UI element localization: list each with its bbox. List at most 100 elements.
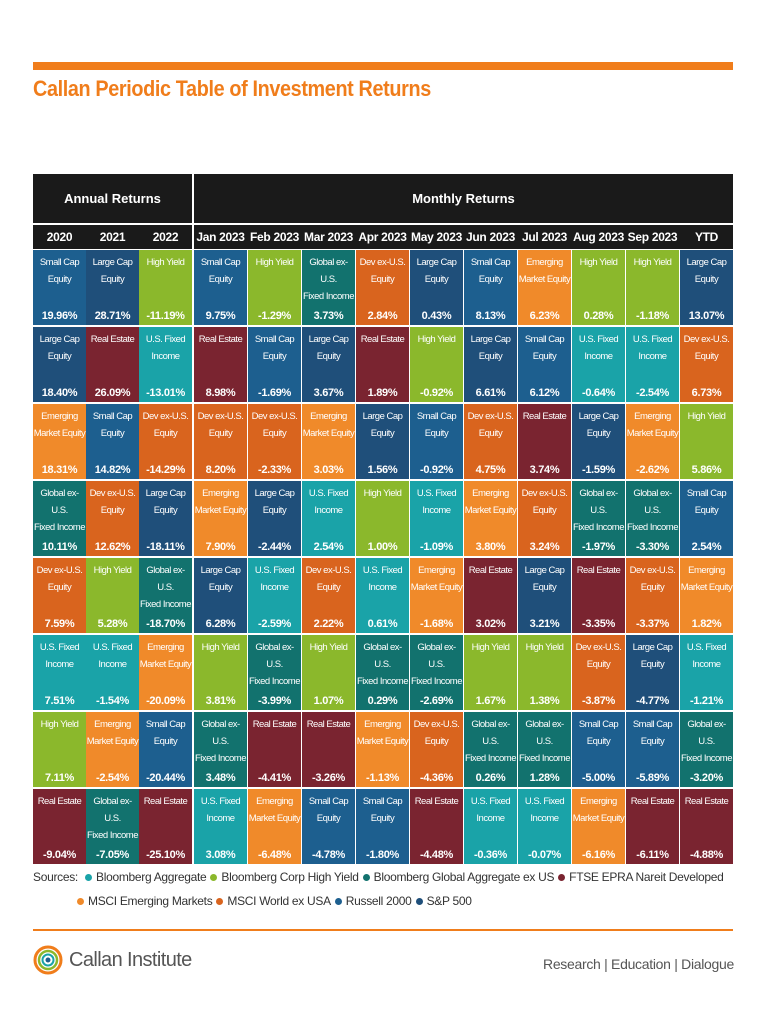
return-cell: U.S. Fixed Income -1.54% xyxy=(86,635,139,710)
return-cell: U.S. Fixed Income 2.54% xyxy=(302,481,355,556)
return-cell: Real Estate 3.74% xyxy=(518,404,571,479)
asset-label: Small Cap Equity xyxy=(578,719,619,747)
return-cell: High Yield 1.07% xyxy=(302,635,355,710)
bullet-dot-icon xyxy=(77,898,84,906)
return-value: -13.01% xyxy=(146,387,185,399)
asset-label: Real Estate xyxy=(360,334,405,345)
asset-label: Global ex-U.S. Fixed Income xyxy=(33,488,86,533)
bullet-dot-icon xyxy=(558,874,566,882)
return-cell: Large Cap Equity -2.44% xyxy=(248,481,301,556)
column-header: Feb 2023 xyxy=(250,230,299,244)
asset-label: Dev ex-U.S. Equity xyxy=(521,488,568,516)
bullet-dot-icon xyxy=(85,874,93,882)
return-cell: Global ex-U.S. Fixed Income -3.20% xyxy=(680,712,733,787)
return-value: 28.71% xyxy=(94,310,131,322)
asset-label: Emerging Market Equity xyxy=(356,719,409,747)
asset-label: Dev ex-U.S. Equity xyxy=(251,411,298,439)
return-cell: Dev ex-U.S. Equity -3.37% xyxy=(626,558,679,633)
return-value: 2.54% xyxy=(313,541,344,553)
asset-label: High Yield xyxy=(309,642,348,653)
asset-label: Emerging Market Equity xyxy=(410,565,463,593)
return-cell: High Yield -11.19% xyxy=(139,250,192,325)
return-cell: Emerging Market Equity 3.03% xyxy=(302,404,355,479)
return-value: -7.05% xyxy=(95,849,130,861)
source-name: S&P 500 xyxy=(426,894,472,908)
return-cell: Real Estate -4.41% xyxy=(248,712,301,787)
return-cell: U.S. Fixed Income -0.36% xyxy=(464,789,517,864)
source-name: MSCI Emerging Markets xyxy=(88,894,213,908)
return-cell: Global ex-U.S. Fixed Income -3.99% xyxy=(248,635,301,710)
callan-logo: Callan Institute xyxy=(33,940,192,980)
asset-label: U.S. Fixed Income xyxy=(416,488,457,516)
return-value: -1.29% xyxy=(257,310,292,322)
return-cell: Emerging Market Equity -6.48% xyxy=(248,789,301,864)
return-value: -2.44% xyxy=(257,541,292,553)
column-header: Mar 2023 xyxy=(304,230,353,244)
return-value: 18.40% xyxy=(41,387,78,399)
return-value: -4.77% xyxy=(635,695,670,707)
return-cell: Dev ex-U.S. Equity 7.59% xyxy=(33,558,86,633)
bullet-dot-icon xyxy=(415,898,423,906)
return-value: -1.18% xyxy=(635,310,670,322)
return-value: 0.28% xyxy=(583,310,614,322)
return-value: 10.11% xyxy=(42,541,77,553)
return-cell: Small Cap Equity 14.82% xyxy=(86,404,139,479)
asset-label: U.S. Fixed Income xyxy=(308,488,349,516)
asset-label: Emerging Market Equity xyxy=(86,719,139,747)
return-value: -25.10% xyxy=(146,849,185,861)
return-cell: Real Estate -3.26% xyxy=(302,712,355,787)
return-cell: Dev ex-U.S. Equity 4.75% xyxy=(464,404,517,479)
return-cell: Global ex-U.S. Fixed Income -2.69% xyxy=(410,635,463,710)
return-value: 1.89% xyxy=(367,387,398,399)
asset-label: Emerging Market Equity xyxy=(248,796,301,824)
asset-label: High Yield xyxy=(93,565,132,576)
asset-label: Large Cap Equity xyxy=(632,642,673,670)
column-header: YTD xyxy=(694,230,719,244)
asset-label: Dev ex-U.S. Equity xyxy=(575,642,622,670)
asset-label: U.S. Fixed Income xyxy=(470,796,511,824)
return-value: -2.54% xyxy=(95,772,130,784)
asset-label: U.S. Fixed Income xyxy=(200,796,241,824)
asset-label: Small Cap Equity xyxy=(92,411,133,439)
asset-label: High Yield xyxy=(417,334,456,345)
source-item: Bloomberg Global Aggregate ex US xyxy=(362,870,554,884)
return-cell: Real Estate -4.88% xyxy=(680,789,733,864)
asset-label: Small Cap Equity xyxy=(524,334,565,362)
return-value: 9.75% xyxy=(205,310,236,322)
return-cell: High Yield 0.28% xyxy=(572,250,625,325)
asset-label: Real Estate xyxy=(684,796,729,807)
asset-label: U.S. Fixed Income xyxy=(145,334,186,362)
return-value: 1.67% xyxy=(475,695,506,707)
asset-label: Small Cap Equity xyxy=(470,257,511,285)
asset-label: Large Cap Equity xyxy=(362,411,403,439)
return-cell: Dev ex-U.S. Equity 3.24% xyxy=(518,481,571,556)
return-value: 0.29% xyxy=(367,695,398,707)
return-value: 2.54% xyxy=(691,541,722,553)
return-cell: Real Estate 26.09% xyxy=(86,327,139,402)
return-value: 19.96% xyxy=(41,310,78,322)
asset-label: Real Estate xyxy=(576,565,621,576)
return-value: 3.24% xyxy=(529,541,560,553)
return-cell: U.S. Fixed Income 7.51% xyxy=(33,635,86,710)
return-cell: Small Cap Equity -1.80% xyxy=(356,789,409,864)
return-cell: Small Cap Equity -5.89% xyxy=(626,712,679,787)
return-cell: Large Cap Equity 0.43% xyxy=(410,250,463,325)
source-name: FTSE EPRA Nareit Developed xyxy=(569,870,724,884)
asset-label: Global ex-U.S. Fixed Income xyxy=(410,642,463,687)
asset-label: Small Cap Equity xyxy=(200,257,241,285)
asset-label: Emerging Market Equity xyxy=(680,565,733,593)
return-cell: High Yield -1.29% xyxy=(248,250,301,325)
return-cell: Dev ex-U.S. Equity 6.73% xyxy=(680,327,733,402)
asset-label: Emerging Market Equity xyxy=(302,411,355,439)
asset-label: Global ex-U.S. Fixed Income xyxy=(680,719,733,764)
bottom-accent-rule xyxy=(33,929,733,931)
asset-label: Real Estate xyxy=(37,796,82,807)
return-value: -4.48% xyxy=(419,849,454,861)
return-value: -2.62% xyxy=(635,464,670,476)
return-value: -0.64% xyxy=(581,387,616,399)
return-value: 3.02% xyxy=(475,618,506,630)
asset-label: Dev ex-U.S. Equity xyxy=(413,719,460,747)
return-cell: High Yield 1.38% xyxy=(518,635,571,710)
asset-label: Small Cap Equity xyxy=(145,719,186,747)
return-cell: U.S. Fixed Income 0.61% xyxy=(356,558,409,633)
